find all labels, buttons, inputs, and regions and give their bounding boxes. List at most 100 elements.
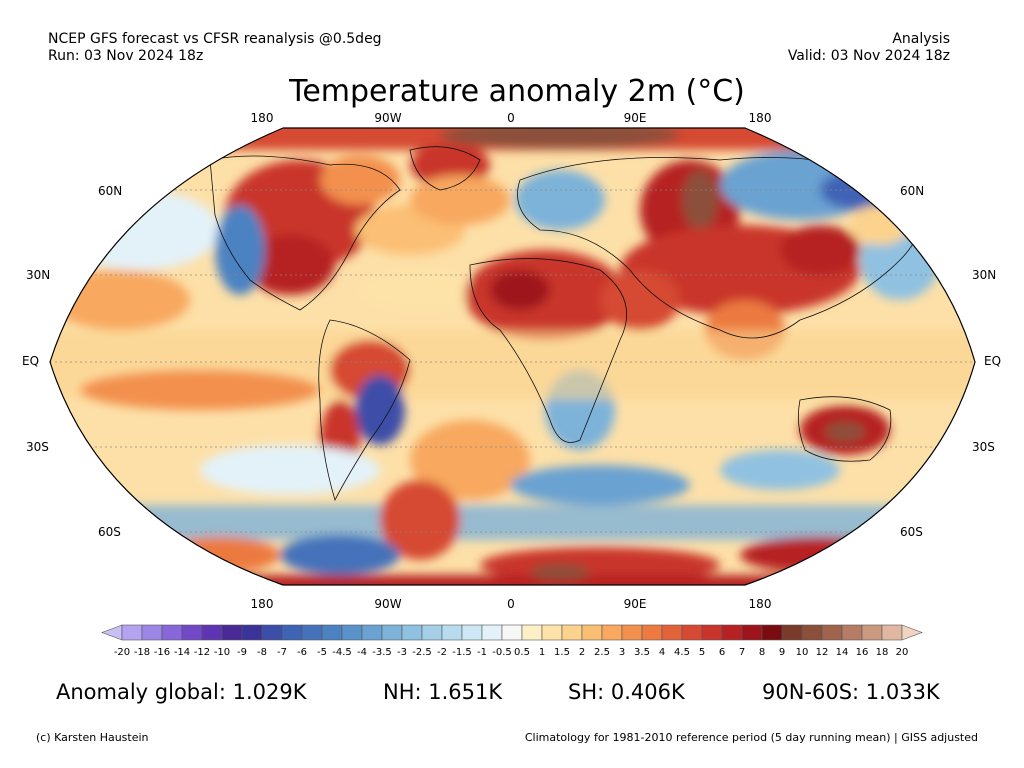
colorbar-tick-label: -16 xyxy=(153,647,171,658)
colorbar-tick-label: -4 xyxy=(357,647,367,658)
map-title: Temperature anomaly 2m (°C) xyxy=(289,74,745,109)
colorbar-cell xyxy=(141,624,163,641)
header-type-label: Analysis xyxy=(892,31,950,47)
colorbar-tick-label: 20 xyxy=(895,647,909,658)
lon-label-bottom-180w: 180 xyxy=(250,597,274,611)
colorbar-cell xyxy=(641,624,663,641)
lat-label-left-eq: EQ xyxy=(22,354,40,368)
colorbar-cell xyxy=(181,624,203,641)
coastlines xyxy=(209,146,921,502)
lat-label-left-30n: 30N xyxy=(26,268,51,282)
colorbar-tick-label: -2.5 xyxy=(412,647,432,658)
colorbar-tick-label: 4.5 xyxy=(674,647,690,658)
colorbar-cell xyxy=(801,624,823,641)
colorbar-cell xyxy=(221,624,243,641)
lon-label-bottom-0: 0 xyxy=(507,597,515,611)
colorbar-cell xyxy=(861,624,883,641)
colorbar-cell xyxy=(841,624,863,641)
colorbar-cell xyxy=(521,624,543,641)
colorbar-tick-label: 3.5 xyxy=(634,647,650,658)
lat-label-right-eq: EQ xyxy=(984,354,1002,368)
colorbar-cell xyxy=(821,624,843,641)
colorbar-cell xyxy=(481,624,503,641)
colorbar-tick-label: -1 xyxy=(477,647,487,658)
header-run-label: Run: 03 Nov 2024 18z xyxy=(48,48,204,64)
colorbar-cell xyxy=(281,624,303,641)
colorbar-tick-label: -12 xyxy=(193,647,211,658)
lon-label-top-180w: 180 xyxy=(250,111,274,125)
colorbar-cell xyxy=(161,624,183,641)
colorbar-tick-label: 8 xyxy=(758,647,766,658)
colorbar-tick-label: -8 xyxy=(257,647,267,658)
colorbar-tick-label: -6 xyxy=(297,647,307,658)
colorbar-tick-label: 4 xyxy=(658,647,666,658)
colorbar-cell xyxy=(321,624,343,641)
colorbar-cell xyxy=(781,624,803,641)
anomaly-field xyxy=(50,128,975,585)
colorbar-tick-label: 2 xyxy=(578,647,586,658)
lon-label-top-90e: 90E xyxy=(623,111,647,125)
colorbar-cell xyxy=(461,624,483,641)
colorbar-tick-label: 9 xyxy=(778,647,786,658)
lat-label-right-60n: 60N xyxy=(900,184,925,198)
colorbar-tick-label: -0.5 xyxy=(492,647,512,658)
colorbar-cell xyxy=(341,624,363,641)
stat-nh: NH: 1.651K xyxy=(383,680,503,704)
lon-label-bottom-180e: 180 xyxy=(748,597,772,611)
map-border xyxy=(49,127,976,586)
lat-label-left-60n: 60N xyxy=(98,184,123,198)
colorbar-tick-label: -3 xyxy=(397,647,407,658)
colorbar-tick-label: 5 xyxy=(698,647,706,658)
colorbar-cell xyxy=(401,624,423,641)
colorbar-cell xyxy=(121,624,143,641)
lat-label-right-60s: 60S xyxy=(900,525,923,539)
stat-sh: SH: 0.406K xyxy=(568,680,685,704)
lat-label-left-60s: 60S xyxy=(98,525,121,539)
lon-label-bottom-90w: 90W xyxy=(374,597,402,611)
colorbar-tick-label: -20 xyxy=(113,647,131,658)
colorbar-cell xyxy=(721,624,743,641)
colorbar-cell xyxy=(621,624,643,641)
colorbar-cell xyxy=(301,624,323,641)
colorbar-cell xyxy=(501,624,523,641)
colorbar-cell xyxy=(441,624,463,641)
colorbar-tick-label: 7 xyxy=(738,647,746,658)
colorbar-cell xyxy=(561,624,583,641)
colorbar-tick-label: -1.5 xyxy=(452,647,472,658)
colorbar-tick-label: 10 xyxy=(795,647,809,658)
colorbar-tick-label: 1.5 xyxy=(554,647,570,658)
colorbar-cell xyxy=(601,624,623,641)
colorbar-tick-label: -5 xyxy=(317,647,327,658)
lat-label-right-30s: 30S xyxy=(972,440,995,454)
colorbar-cell xyxy=(261,624,283,641)
colorbar-cell xyxy=(761,624,783,641)
colorbar-cell xyxy=(541,624,563,641)
colorbar-cell xyxy=(661,624,683,641)
header-model-label: NCEP GFS forecast vs CFSR reanalysis @0.… xyxy=(48,31,382,47)
colorbar-tick-label: 2.5 xyxy=(594,647,610,658)
lon-label-bottom-90e: 90E xyxy=(623,597,647,611)
lon-label-top-180e: 180 xyxy=(748,111,772,125)
colorbar-tick-label: -18 xyxy=(133,647,151,658)
colorbar-tick-label: 1 xyxy=(538,647,546,658)
colorbar-tick-label: -14 xyxy=(173,647,191,658)
colorbar-tick-label: 0.5 xyxy=(514,647,530,658)
colorbar-tick-label: -3.5 xyxy=(372,647,392,658)
footer-credit: (c) Karsten Haustein xyxy=(36,731,149,744)
lon-label-top-0: 0 xyxy=(507,111,515,125)
colorbar-cell xyxy=(421,624,443,641)
colorbar-cell xyxy=(741,624,763,641)
header-valid-label: Valid: 03 Nov 2024 18z xyxy=(787,48,950,64)
colorbar-cell xyxy=(381,624,403,641)
colorbar-arrow-low xyxy=(101,624,123,641)
colorbar-cell xyxy=(201,624,223,641)
colorbar-arrow-high xyxy=(901,624,923,641)
colorbar-tick-label: -2 xyxy=(437,647,447,658)
colorbar-tick-label: 6 xyxy=(718,647,726,658)
colorbar-tick-label: 14 xyxy=(835,647,849,658)
colorbar-cell xyxy=(681,624,703,641)
colorbar-tick-label: -7 xyxy=(277,647,287,658)
colorbar-tick-label: -4.5 xyxy=(332,647,352,658)
graticule xyxy=(50,189,975,533)
